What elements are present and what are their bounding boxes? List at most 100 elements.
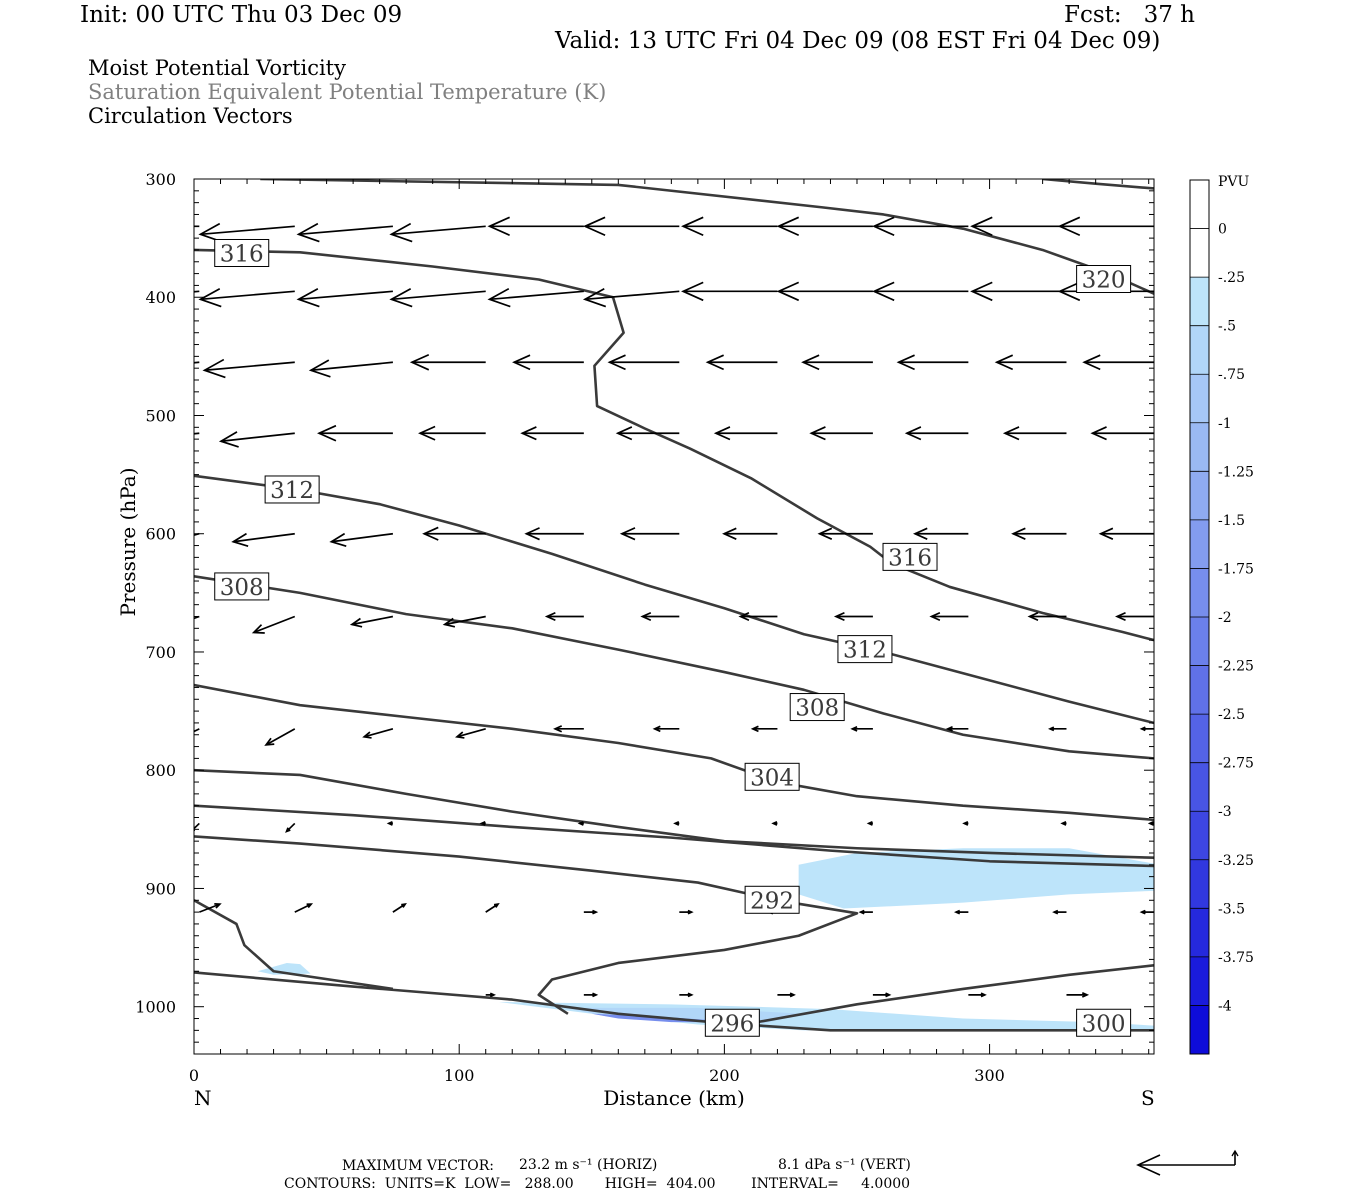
contour-label-text: 312 [843,638,887,664]
circulation-vector [750,725,778,733]
vector-shaft [298,290,393,301]
contour-label-text: 312 [270,478,314,504]
vector-head [871,216,895,237]
vector-head [592,992,599,998]
vector-head [154,624,166,633]
colorbar-level-label: -.5 [1218,319,1236,335]
circulation-vector [1082,354,1154,371]
vector-head [582,287,607,308]
colorbar-level-label: -1 [1218,416,1232,432]
vector-head [202,358,226,379]
pv-shade-region-4 [257,962,311,975]
vector-head [750,725,759,733]
circulation-vector [1027,611,1067,622]
contour-label-box [214,238,270,267]
vector-head [520,426,537,441]
vector-head [738,611,750,622]
circulation-vector [154,615,200,633]
vector-head [544,611,556,622]
theta-es-contour-2 [194,248,1154,642]
circulation-vector [455,728,486,739]
circulation-vector [1057,216,1154,237]
circulation-vector [962,821,969,826]
colorbar-swatch [1190,1005,1209,1055]
vector-head [833,611,845,622]
vector-head [308,359,331,378]
circulation-vector [1052,909,1067,915]
vector-head [1057,216,1081,237]
vector-head [1115,611,1126,622]
contour-label-text: 316 [888,545,932,571]
contour-label: 296 [704,1008,760,1037]
contour-label-box [214,572,270,601]
circulation-vector [866,821,873,826]
y-tick-label: 600 [145,525,176,544]
circulation-vector [544,611,584,622]
vector-head [1139,909,1146,915]
vector-head [1098,527,1114,540]
colorbar-level-label: -.25 [1218,270,1245,286]
vector-head [487,287,511,308]
vector-shaft [200,225,295,236]
colorbar-swatch [1190,811,1209,861]
vector-shaft [485,903,499,913]
theta-es-contour-1 [1042,179,1154,190]
circulation-vector [422,526,486,541]
circulation-vector [681,281,778,302]
vector-head [1139,726,1146,732]
vector-head [401,902,407,908]
colorbar-level-label: -3.75 [1218,950,1254,966]
vector-head [1081,992,1090,998]
vector-head [776,216,800,237]
colorbar: 0 -.25 -.5 -.75 -1 -1.25 -1.5 -1.75 -2 -2.25 -2.5 -… [1189,179,1254,1055]
y-axis-label: Pressure (hPa) [116,468,140,617]
vector-head [455,731,465,739]
vector-head [817,527,833,540]
y-tick-label: 400 [145,288,176,307]
contour-label-box [882,542,938,571]
vector-shaft [265,728,296,746]
vector-head [493,902,500,908]
vector-head [945,725,953,732]
contour-label: 316 [214,238,270,267]
circulation-vector [896,354,969,371]
circulation-vector [871,216,969,237]
vector-head [167,738,176,745]
title-mpv: Moist Potential Vorticity [88,56,346,80]
theta-es-contour-8 [194,835,859,1015]
circulation-vector [640,611,680,622]
pv-shade-region-1 [498,1001,1154,1031]
vector-head [1002,426,1020,441]
circulation-vector [386,821,393,826]
x-axis-label: Distance (km) [603,1086,745,1110]
circulation-vector [681,216,778,237]
max-vector-vert: 8.1 dPa s⁻¹ (VERT) [778,1157,911,1173]
vector-head [929,611,941,622]
vector-head [681,216,704,237]
vector-head [619,527,636,541]
contour-label-text: 292 [750,888,794,914]
contour-layer [194,179,1154,1032]
vector-head [285,827,291,833]
vector-head [105,289,126,307]
vector-head [994,354,1014,371]
vector-head [389,287,413,308]
circulation-vector [264,728,296,746]
vector-head [607,354,626,371]
vector-head [592,909,599,915]
vector-head [970,281,993,302]
colorbar-level-label: -2 [1218,610,1232,626]
vector-head [1170,993,1175,997]
circulation-vector [389,287,486,308]
vector-head [771,821,778,826]
vector-head [615,426,633,441]
theta-es-contour-4 [194,575,1154,760]
contour-label: 312 [264,475,320,504]
circulation-vector [904,426,969,441]
vector-head [687,909,694,915]
contour-label-box [1076,1008,1132,1037]
circulation-vector [929,611,969,622]
vector-shaft [363,728,394,738]
y-tick-label: 800 [145,761,176,780]
vector-shaft [233,532,295,543]
